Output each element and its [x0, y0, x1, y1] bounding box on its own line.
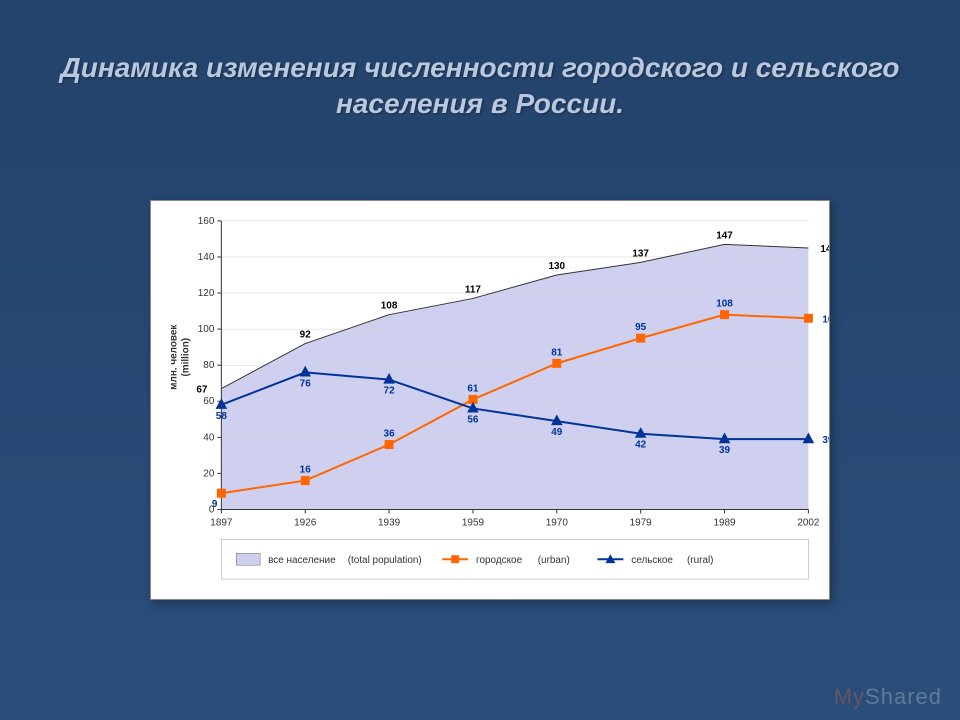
svg-text:140: 140	[198, 252, 215, 263]
svg-text:(urban): (urban)	[538, 555, 570, 566]
svg-text:108: 108	[716, 299, 733, 310]
svg-text:80: 80	[203, 360, 215, 371]
svg-text:1979: 1979	[630, 517, 653, 528]
svg-text:108: 108	[381, 301, 398, 312]
svg-text:(rural): (rural)	[687, 555, 714, 566]
svg-text:39: 39	[822, 435, 829, 446]
svg-text:все население: все население	[268, 555, 336, 566]
svg-text:39: 39	[719, 445, 731, 456]
svg-text:млн. человек: млн. человек	[169, 325, 180, 390]
svg-text:120: 120	[198, 288, 215, 299]
svg-text:60: 60	[203, 396, 215, 407]
svg-text:145: 145	[820, 244, 829, 255]
svg-text:117: 117	[465, 284, 482, 295]
chart-container: 0204060801001201401601897192619391959197…	[150, 200, 830, 600]
svg-text:1959: 1959	[462, 517, 485, 528]
svg-text:147: 147	[716, 230, 733, 241]
svg-text:76: 76	[300, 378, 312, 389]
svg-text:2002: 2002	[797, 517, 820, 528]
svg-text:56: 56	[467, 414, 479, 425]
svg-text:130: 130	[549, 261, 566, 272]
svg-text:36: 36	[384, 429, 396, 440]
svg-text:61: 61	[467, 383, 479, 394]
svg-text:72: 72	[384, 386, 396, 397]
svg-text:92: 92	[300, 330, 312, 341]
svg-text:40: 40	[203, 432, 215, 443]
svg-text:81: 81	[551, 347, 563, 358]
svg-text:1926: 1926	[294, 517, 317, 528]
svg-text:городское: городское	[476, 555, 523, 566]
svg-text:1897: 1897	[210, 517, 233, 528]
svg-text:42: 42	[635, 440, 647, 451]
svg-text:9: 9	[212, 499, 218, 510]
svg-text:49: 49	[551, 427, 563, 438]
svg-text:67: 67	[196, 385, 208, 396]
svg-text:1939: 1939	[378, 517, 401, 528]
watermark-suffix: Shared	[865, 684, 942, 709]
page-title: Динамика изменения численности городског…	[0, 0, 960, 143]
svg-text:16: 16	[300, 465, 312, 476]
chart-svg: 0204060801001201401601897192619391959197…	[151, 201, 829, 599]
svg-text:100: 100	[198, 324, 215, 335]
watermark-prefix: My	[834, 684, 865, 709]
svg-text:сельское: сельское	[631, 555, 673, 566]
svg-text:160: 160	[198, 216, 215, 227]
svg-text:137: 137	[632, 248, 649, 259]
svg-text:20: 20	[203, 468, 215, 479]
svg-text:1970: 1970	[546, 517, 569, 528]
watermark: MyShared	[834, 684, 942, 710]
svg-text:95: 95	[635, 322, 647, 333]
svg-text:(million): (million)	[181, 338, 192, 377]
svg-text:(total population): (total population)	[348, 555, 422, 566]
svg-text:106: 106	[822, 314, 829, 325]
svg-text:58: 58	[216, 411, 228, 422]
svg-text:1989: 1989	[713, 517, 736, 528]
